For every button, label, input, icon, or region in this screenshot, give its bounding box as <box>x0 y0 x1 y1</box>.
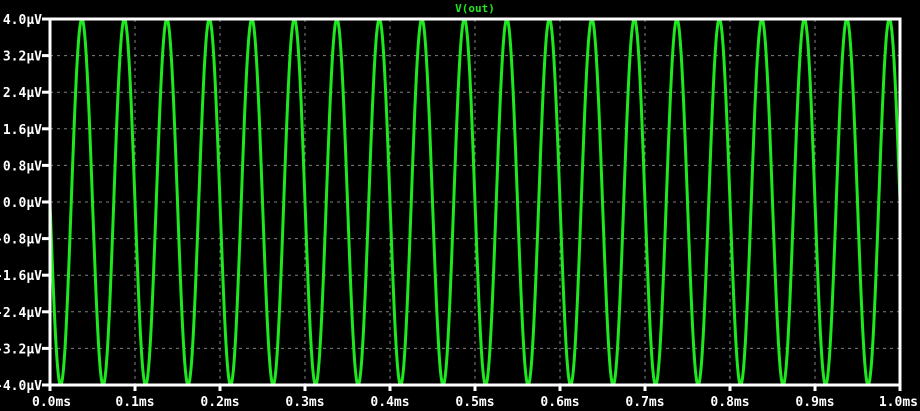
y-tick-label: -1.6µV <box>0 269 42 284</box>
chart-title: V(out) <box>455 2 495 15</box>
y-tick-label: 2.4µV <box>3 86 42 101</box>
y-tick-label: 0.8µV <box>3 159 42 174</box>
y-tick-label: -3.2µV <box>0 342 42 357</box>
y-tick-label: 1.6µV <box>3 123 42 138</box>
x-tick-label: 0.0ms <box>32 395 71 410</box>
x-tick-label: 1.0ms <box>879 395 918 410</box>
y-tick-label: -0.8µV <box>0 233 42 248</box>
x-tick-label: 0.6ms <box>540 395 579 410</box>
x-tick-label: 0.4ms <box>370 395 409 410</box>
y-tick-label: 0.0µV <box>3 196 42 211</box>
x-tick-label: 0.2ms <box>200 395 239 410</box>
y-tick-label: 3.2µV <box>3 50 42 65</box>
x-tick-label: 0.9ms <box>795 395 834 410</box>
series-line-vout <box>48 17 902 387</box>
y-tick-label: -4.0µV <box>0 379 42 394</box>
x-tick-label: 0.8ms <box>710 395 749 410</box>
y-tick-label: 4.0µV <box>3 13 42 28</box>
x-tick-label: 0.1ms <box>115 395 154 410</box>
y-tick-label: -2.4µV <box>0 306 42 321</box>
x-tick-label: 0.5ms <box>455 395 494 410</box>
x-tick-label: 0.3ms <box>285 395 324 410</box>
axis-ticks: 0.0ms 0.1ms 0.2ms 0.3ms 0.4ms 0.5ms 0.6ms 0.7ms… <box>0 13 918 410</box>
x-tick-label: 0.7ms <box>625 395 664 410</box>
